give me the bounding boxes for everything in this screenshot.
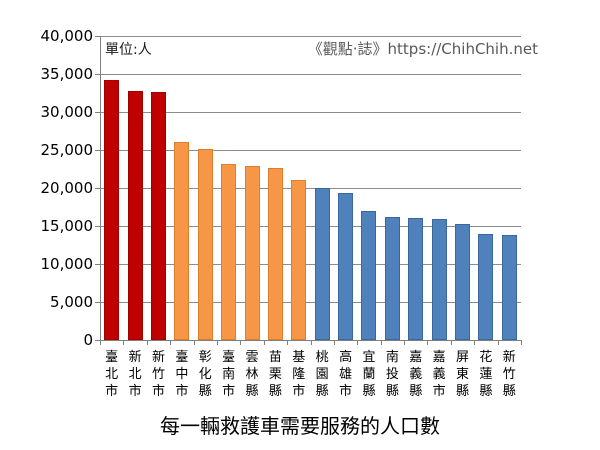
- bar: [174, 141, 190, 340]
- x-category-label: 新 竹 縣: [502, 350, 516, 399]
- x-category-label: 臺 中 市: [175, 350, 189, 399]
- y-axis-tick: [95, 150, 100, 151]
- x-axis-tick: [263, 340, 265, 345]
- y-tick-label: 10,000: [40, 255, 94, 273]
- gridline: [100, 188, 521, 189]
- x-category-label: 屏 東 縣: [456, 350, 470, 399]
- y-tick-label: 30,000: [40, 103, 94, 121]
- bar: [338, 193, 354, 340]
- bar: [431, 219, 447, 340]
- x-axis-tick: [123, 340, 125, 345]
- y-axis-tick: [95, 340, 100, 341]
- y-tick-label: 0: [83, 331, 93, 349]
- y-axis-tick: [95, 226, 100, 227]
- x-category-label: 苗 栗 縣: [268, 350, 282, 399]
- gridline: [100, 112, 521, 113]
- y-axis-tick: [95, 188, 100, 189]
- unit-label: 單位:人: [105, 42, 152, 58]
- x-axis-tick: [450, 340, 452, 345]
- bar: [361, 210, 377, 340]
- x-category-label: 桃 園 縣: [315, 350, 329, 399]
- y-axis-tick: [95, 112, 100, 113]
- bar: [221, 163, 237, 340]
- x-axis-tick: [216, 340, 218, 345]
- x-axis-tick: [287, 340, 289, 345]
- x-axis-tick: [427, 340, 429, 345]
- x-axis-tick: [521, 340, 522, 345]
- x-category-label: 宜 蘭 縣: [362, 350, 376, 399]
- gridline: [100, 264, 521, 265]
- y-axis-tick: [95, 36, 100, 37]
- plot-area: [100, 36, 521, 340]
- bar: [150, 92, 166, 340]
- x-axis-tick: [100, 340, 101, 345]
- gridline: [100, 36, 521, 37]
- bar: [408, 217, 424, 340]
- x-category-label: 彰 化 縣: [198, 350, 212, 399]
- x-category-label: 南 投 縣: [385, 350, 399, 399]
- x-category-label: 雲 林 縣: [245, 350, 259, 399]
- x-axis-tick: [357, 340, 359, 345]
- bar: [197, 149, 213, 340]
- y-axis-tick: [95, 302, 100, 303]
- gridline: [100, 226, 521, 227]
- y-axis-tick: [95, 74, 100, 75]
- x-category-label: 臺 北 市: [105, 350, 119, 399]
- bar: [478, 233, 494, 340]
- gridline: [100, 150, 521, 151]
- y-tick-label: 40,000: [40, 27, 94, 45]
- bar: [455, 223, 471, 340]
- y-axis-tick: [95, 264, 100, 265]
- x-axis-tick: [380, 340, 382, 345]
- bar: [384, 216, 400, 340]
- bar: [244, 165, 260, 340]
- gridline: [100, 302, 521, 303]
- x-axis-tick: [170, 340, 172, 345]
- x-axis-tick: [474, 340, 476, 345]
- x-category-label: 嘉 義 市: [432, 350, 446, 399]
- y-axis-line: [100, 36, 101, 341]
- y-tick-label: 25,000: [40, 141, 94, 159]
- bar: [104, 80, 120, 340]
- y-tick-label: 15,000: [40, 217, 94, 235]
- x-axis-tick: [497, 340, 499, 345]
- x-category-label: 基 隆 市: [292, 350, 306, 399]
- x-axis-tick: [404, 340, 406, 345]
- x-axis-tick: [193, 340, 195, 345]
- bar: [501, 235, 517, 340]
- x-axis-tick: [240, 340, 242, 345]
- x-category-label: 臺 南 市: [222, 350, 236, 399]
- x-axis-tick: [333, 340, 335, 345]
- x-category-label: 嘉 義 縣: [409, 350, 423, 399]
- x-axis-tick: [310, 340, 312, 345]
- x-category-label: 高 雄 市: [339, 350, 353, 399]
- gridline: [100, 74, 521, 75]
- watermark-text: 《觀點·誌》https://ChihChih.net: [307, 40, 538, 58]
- x-axis-tick: [146, 340, 148, 345]
- x-category-label: 新 北 市: [128, 350, 142, 399]
- bar: [267, 168, 283, 340]
- x-category-label: 新 竹 市: [151, 350, 165, 399]
- y-tick-label: 5,000: [50, 293, 93, 311]
- x-axis-line: [100, 340, 522, 341]
- y-tick-label: 20,000: [40, 179, 94, 197]
- bar: [314, 188, 330, 340]
- bar: [291, 180, 307, 340]
- x-category-label: 花 蓮 縣: [479, 350, 493, 399]
- bar: [127, 90, 143, 340]
- chart-title: 每一輛救護車需要服務的人口數: [160, 414, 440, 438]
- y-tick-label: 35,000: [40, 65, 94, 83]
